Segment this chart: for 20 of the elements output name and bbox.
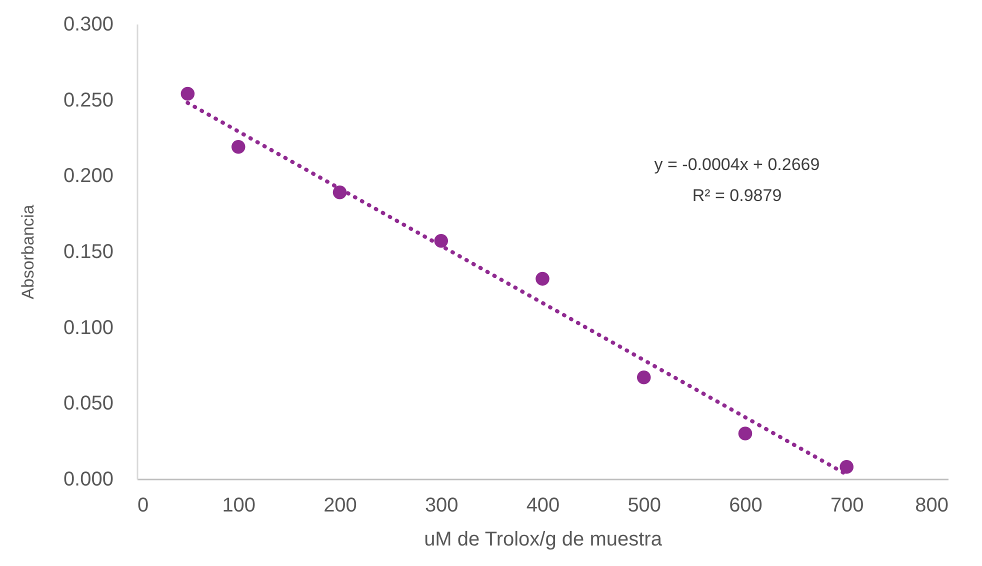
y-tick-label: 0.250 <box>63 89 114 112</box>
x-tick-label: 700 <box>830 494 864 516</box>
x-tick-label: 300 <box>424 494 458 516</box>
y-tick-label: 0.300 <box>63 14 114 36</box>
x-tick-label: 100 <box>222 494 256 516</box>
x-tick-label: 500 <box>628 494 662 516</box>
y-tick-label: 0.050 <box>63 392 114 415</box>
x-tick-label: 600 <box>729 494 762 516</box>
annotation: y = -0.0004x + 0.2669 <box>654 155 820 174</box>
y-tick-label: 0.100 <box>63 316 114 339</box>
x-tick-label: 400 <box>526 494 560 516</box>
x-tick-label: 0 <box>138 494 149 516</box>
x-tick-label: 800 <box>915 494 948 516</box>
x-axis-title: uM de Trolox/g de muestra <box>424 528 663 550</box>
y-tick-label: 0.200 <box>63 165 114 188</box>
y-tick-label: 0.000 <box>63 468 114 490</box>
annotation: R² = 0.9879 <box>692 186 782 205</box>
y-axis-title: Absorbancia <box>18 204 38 300</box>
x-tick-label: 200 <box>324 494 357 516</box>
y-tick-label: 0.150 <box>63 241 114 263</box>
